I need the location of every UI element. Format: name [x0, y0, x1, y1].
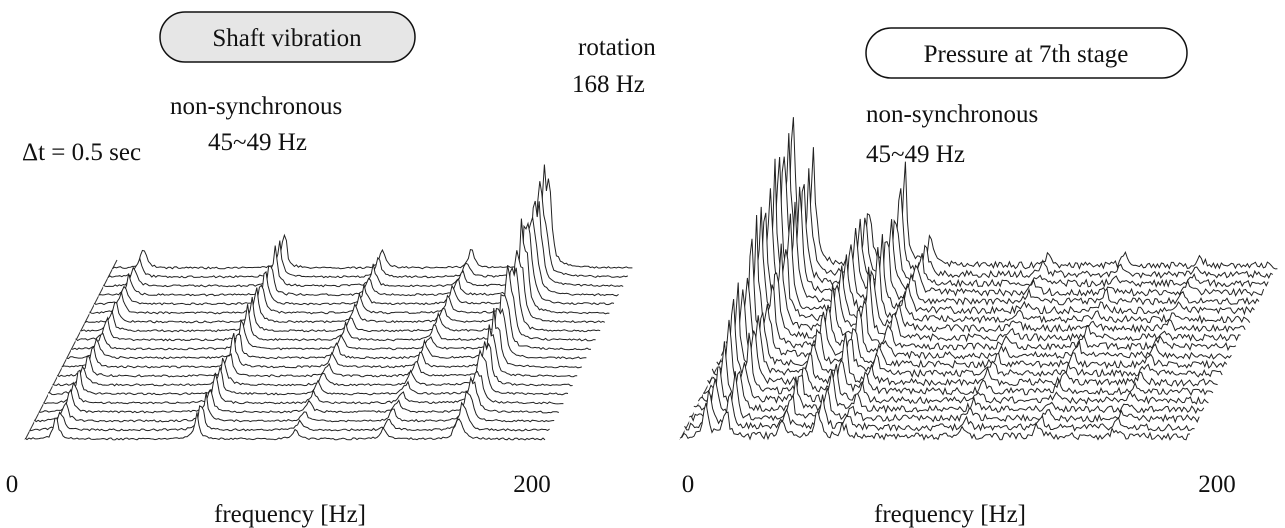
annotation: non-synchronous — [866, 101, 1038, 128]
spectrum-fill — [730, 215, 1241, 343]
title-box — [865, 27, 1188, 79]
spectrum-fill — [753, 157, 1264, 298]
spectrum-trace — [48, 348, 569, 396]
spectrum-trace — [24, 412, 546, 441]
spectrum-trace — [711, 282, 1223, 378]
spectrum-trace — [52, 341, 573, 387]
spectrum-trace — [102, 200, 624, 288]
spectrum-trace — [684, 389, 1195, 432]
spectrum-trace — [75, 265, 596, 342]
spectrum-fill — [735, 206, 1246, 334]
spectrum-trace — [762, 133, 1274, 279]
spectrum-fill — [744, 188, 1255, 316]
annotation: 45~49 Hz — [208, 129, 307, 156]
spectrum-trace — [702, 319, 1214, 396]
spectrum-fill — [716, 289, 1227, 370]
x-tick-label: 200 — [1198, 471, 1236, 498]
spectrum-fill — [767, 117, 1278, 271]
spectrum-fill — [680, 402, 1190, 442]
spectrum-trace — [43, 370, 564, 405]
spectrum-fill — [726, 238, 1236, 352]
spectrum-trace — [70, 293, 592, 351]
annotation: 168 Hz — [572, 71, 645, 98]
spectrum-fill — [689, 371, 1200, 424]
spectrum-trace — [98, 217, 619, 297]
spectrum-fill — [703, 319, 1213, 397]
spectrum-fill — [707, 299, 1218, 388]
spectrum-trace — [61, 307, 582, 369]
spectrum-fill — [762, 133, 1273, 280]
spectrum-trace — [688, 371, 1200, 424]
x-tick-label: 0 — [6, 471, 19, 498]
waterfall-plots — [24, 117, 1278, 442]
x-axis-label: frequency [Hz] — [214, 501, 366, 528]
spectrum-trace — [80, 266, 601, 333]
spectrum-fill — [749, 158, 1259, 307]
spectrum-fill — [721, 277, 1232, 361]
spectrum-trace — [725, 238, 1237, 352]
spectrum-fill — [712, 282, 1223, 379]
spectrum-trace — [720, 277, 1232, 360]
spectrum-fill — [698, 341, 1209, 406]
spectrum-trace — [697, 341, 1209, 405]
spectrum-trace — [56, 324, 578, 378]
annotation: non-synchronous — [170, 93, 342, 120]
spectrum-trace — [66, 307, 587, 360]
spectrum-trace — [29, 401, 550, 432]
panel-title: Pressure at 7th stage — [924, 41, 1129, 68]
spectrum-trace — [107, 181, 628, 279]
x-axis-label: frequency [Hz] — [874, 501, 1026, 528]
annotation: rotation — [578, 34, 656, 61]
spectrum-trace — [735, 206, 1246, 334]
spectrum-fill — [684, 390, 1195, 433]
annotation: 45~49 Hz — [866, 141, 965, 168]
spectrum-trace — [93, 221, 615, 306]
x-tick-label: 200 — [513, 471, 551, 498]
spectrum-trace — [744, 188, 1255, 316]
spectrum-trace — [730, 214, 1241, 343]
spectrum-trace — [33, 390, 555, 423]
x-tick-label: 0 — [682, 471, 695, 498]
spectrum-trace — [693, 366, 1205, 415]
annotation: Δt = 0.5 sec — [22, 139, 141, 166]
spectrum-trace — [679, 402, 1191, 441]
spectrum-fill — [112, 164, 633, 271]
panel-title: Shaft vibration — [212, 25, 362, 52]
spectrum-trace — [767, 117, 1278, 270]
spectrum-trace — [38, 375, 559, 414]
spectrum-trace — [89, 218, 610, 315]
spectrum-trace — [84, 250, 606, 324]
title-box — [159, 11, 416, 63]
spectrum-trace — [707, 298, 1218, 387]
spectrum-trace — [716, 289, 1228, 370]
